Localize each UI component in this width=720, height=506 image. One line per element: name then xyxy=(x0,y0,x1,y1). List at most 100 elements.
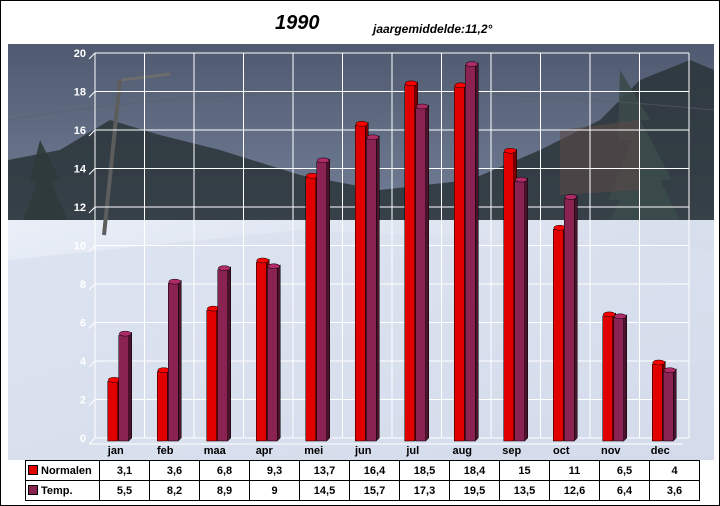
bar-front xyxy=(404,84,415,442)
bar-front xyxy=(107,381,118,442)
bar-top xyxy=(553,225,566,231)
bar-top xyxy=(663,367,676,373)
bar-front xyxy=(355,125,366,442)
table-cell: 19,5 xyxy=(449,480,500,501)
bar-front xyxy=(305,177,316,442)
bar-side xyxy=(128,331,132,442)
table-cell: 3,6 xyxy=(149,460,200,481)
table-cell: 3,6 xyxy=(649,480,700,501)
bar-side xyxy=(277,264,281,442)
bar-temp-aug xyxy=(465,61,479,442)
y-tick-label: 20 xyxy=(74,48,86,60)
bar-front xyxy=(256,261,267,442)
x-category-label: nov xyxy=(601,445,621,457)
bar-temp-dec xyxy=(663,367,677,442)
table-cell: 16,4 xyxy=(349,460,400,481)
bar-side xyxy=(326,158,330,442)
x-category-label: sep xyxy=(502,445,521,457)
gridline-depth xyxy=(88,283,96,291)
bar-temp-nov xyxy=(613,313,627,442)
gridline-depth xyxy=(88,360,96,368)
x-category-label: jun xyxy=(354,445,372,457)
table-cell: 6,8 xyxy=(199,460,250,481)
legend-swatch xyxy=(28,484,38,495)
bars xyxy=(107,61,677,442)
bar-front xyxy=(415,107,426,442)
bar-top xyxy=(465,61,478,67)
table-cell: 18,5 xyxy=(399,460,450,481)
bar-top xyxy=(207,305,220,312)
x-category-label: oct xyxy=(553,445,570,457)
table-cell: 5,5 xyxy=(99,480,150,501)
bar-top xyxy=(515,176,528,183)
legend-label: Normalen xyxy=(41,464,92,477)
bar-temp-oct xyxy=(564,194,578,442)
bar-front xyxy=(366,138,377,442)
table-cell: 4 xyxy=(649,460,700,481)
legend-swatch xyxy=(28,464,38,475)
table-row: Normalen 3,1 3,6 6,8 9,3 13,7 16,4 18,5 18,4 15 11… xyxy=(25,460,700,481)
gridline-depth xyxy=(88,399,96,406)
table-cell: 9 xyxy=(249,480,300,501)
bar-top xyxy=(218,265,231,271)
bar-front xyxy=(316,161,327,442)
table-cell: 13,5 xyxy=(499,480,550,501)
x-category-label: feb xyxy=(157,445,174,457)
bar-top xyxy=(306,173,319,179)
table-cell: 15 xyxy=(499,460,550,481)
bar-front xyxy=(168,282,179,442)
bar-top xyxy=(168,278,181,285)
gridline-depth xyxy=(88,322,96,329)
x-category-label: maa xyxy=(204,445,227,457)
x-category-label: mei xyxy=(304,445,323,457)
bar-front xyxy=(652,363,663,442)
chart-title: 1990 xyxy=(275,12,320,34)
bar-top xyxy=(504,148,517,154)
bar-temp-jan xyxy=(118,330,132,442)
table-cell: 17,3 xyxy=(399,480,450,501)
legend-label: Temp. xyxy=(41,484,73,497)
bar-top xyxy=(108,377,121,383)
bar-side xyxy=(574,194,578,442)
y-tick-label: 8 xyxy=(80,279,86,291)
bar-temp-apr xyxy=(267,263,281,442)
bar-temp-sep xyxy=(514,176,528,442)
bar-front xyxy=(613,317,624,442)
bar-top xyxy=(454,82,467,89)
table-cell: 15,7 xyxy=(349,480,400,501)
bar-front xyxy=(553,229,564,442)
x-category-label: jan xyxy=(107,445,124,457)
table-cell: 6,4 xyxy=(599,480,650,501)
bar-temp-mei xyxy=(316,157,330,442)
table-cell: 3,1 xyxy=(99,460,150,481)
gridline-depth xyxy=(88,168,96,175)
y-axis: 0 2 4 6 8 10 12 14 16 18 20 xyxy=(74,48,96,445)
bar-top xyxy=(366,134,379,141)
bar-temp-feb xyxy=(168,278,182,442)
gridline-depth xyxy=(88,52,96,60)
bar-top xyxy=(405,80,418,87)
gridline-depth xyxy=(88,129,96,137)
x-category-label: jul xyxy=(405,445,419,457)
bar-side xyxy=(227,266,231,442)
gridline-depth xyxy=(88,245,96,252)
x-axis: jan feb maa apr mei jun jul aug sep oct nov dec xyxy=(89,443,683,457)
legend-entry: Temp. xyxy=(25,480,100,501)
bar-front xyxy=(157,371,168,442)
bar-front xyxy=(118,334,129,442)
bar-top xyxy=(256,257,269,264)
legend-entry: Normalen xyxy=(25,460,100,481)
table-cell: 11 xyxy=(549,460,600,481)
bar-temp-jun xyxy=(366,134,380,442)
table-cell: 14,5 xyxy=(299,480,350,501)
bar-side xyxy=(475,62,479,442)
table-cell: 9,3 xyxy=(249,460,300,481)
gridlines xyxy=(88,52,690,445)
bar-front xyxy=(267,267,278,442)
table-row: Temp. 5,5 8,2 8,9 9 14,5 15,7 17,3 19,5 13,5 12,6 6… xyxy=(25,480,700,501)
gridline-depth xyxy=(88,91,96,98)
y-tick-label: 2 xyxy=(80,395,86,407)
table-cell: 6,5 xyxy=(599,460,650,481)
bar-side xyxy=(425,104,429,442)
